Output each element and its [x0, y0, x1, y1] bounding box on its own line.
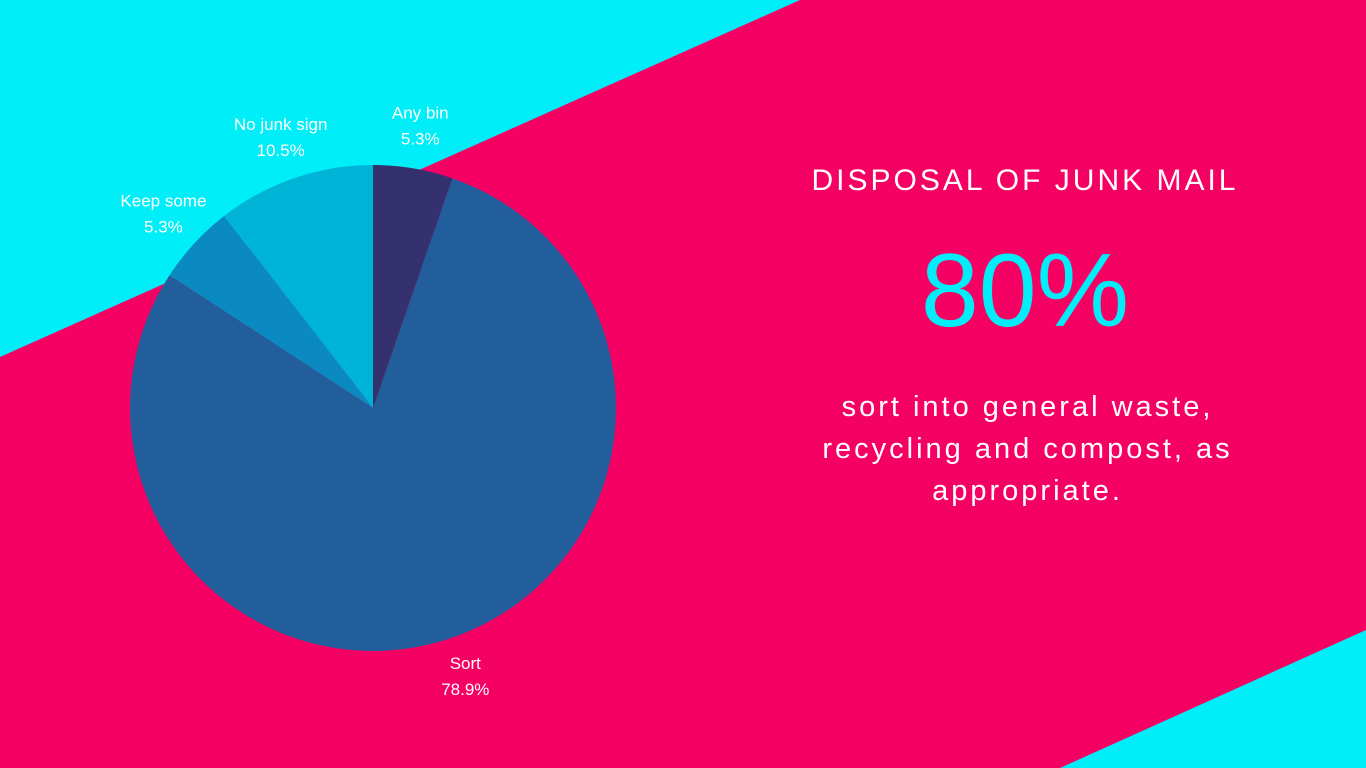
- slice-label: Sort: [450, 654, 481, 673]
- slice-label: Any bin: [392, 103, 449, 122]
- slice-value: 78.9%: [441, 680, 489, 699]
- slice-value: 10.5%: [257, 141, 305, 160]
- headline-value: 80%: [920, 233, 1130, 349]
- pie-slice: [129, 178, 617, 651]
- pie-slice: [373, 165, 453, 408]
- description: sort into general waste, recycling and c…: [822, 391, 1233, 507]
- pie-slice: [224, 165, 373, 408]
- chart-title: DISPOSAL OF JUNK MAIL: [811, 164, 1239, 197]
- slice-label: Keep some: [120, 191, 206, 210]
- pie-slice: [169, 215, 373, 408]
- background-shape: [1060, 630, 1366, 768]
- slice-value: 5.3%: [144, 217, 183, 236]
- slice-label: No junk sign: [234, 115, 328, 134]
- slice-value: 5.3%: [401, 129, 440, 148]
